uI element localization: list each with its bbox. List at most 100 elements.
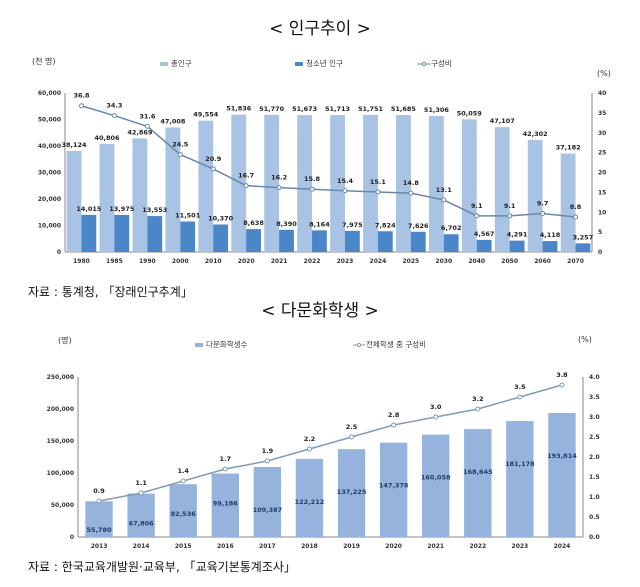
x-tick-label: 2017	[259, 543, 276, 550]
ratio-point	[349, 434, 355, 440]
y2-tick-label: 10	[598, 209, 606, 216]
x-tick-label: 2040	[468, 258, 485, 265]
x-tick-label: 2050	[501, 258, 518, 265]
y2-tick-label: 1.5	[589, 474, 600, 481]
data-label: 47,008	[160, 117, 186, 125]
data-label: 51,770	[259, 105, 285, 113]
bar-2-1	[211, 473, 239, 537]
x-tick-label: 1990	[139, 258, 156, 265]
bar-2-1	[295, 458, 324, 537]
data-label: 3,257	[573, 233, 594, 241]
bar-1-1	[396, 115, 411, 252]
x-tick-label: 2020	[238, 258, 255, 265]
x-tick-label: 2024	[370, 258, 387, 265]
ratio-point	[559, 382, 565, 388]
data-label: 82,536	[171, 510, 197, 518]
data-label: 193,814	[547, 452, 577, 460]
ratio-label: 36.8	[73, 92, 90, 100]
x-tick-label: 1985	[106, 258, 123, 265]
bar-1-2	[114, 214, 130, 252]
ratio-label: 34.3	[106, 102, 122, 110]
legend-marker	[421, 61, 427, 67]
data-label: 50,059	[457, 109, 483, 117]
bar-1-1	[527, 139, 543, 252]
bar-1-1	[330, 114, 345, 253]
data-label: 51,673	[292, 105, 317, 113]
ratio-label: 9.7	[537, 199, 549, 207]
bar-2-1	[464, 429, 492, 537]
data-label: 109,387	[253, 506, 283, 514]
ratio-point	[96, 498, 102, 504]
bar-1-2	[377, 231, 393, 252]
ratio-point	[433, 414, 439, 420]
data-label: 4,567	[474, 230, 495, 238]
data-label: 51,306	[424, 106, 450, 114]
data-label: 7,626	[408, 222, 429, 230]
data-label: 51,751	[358, 105, 384, 113]
ratio-point	[177, 152, 183, 158]
bar-1-2	[180, 221, 196, 252]
ratio-point	[144, 123, 150, 129]
bar-1-1	[560, 153, 576, 252]
y-tick-label: 50,000	[38, 117, 61, 124]
data-label: 8,390	[276, 220, 297, 228]
data-label: 14,015	[76, 205, 102, 213]
ratio-point	[111, 113, 117, 119]
x-tick-label: 2021	[427, 543, 444, 550]
x-tick-label: 2020	[385, 543, 402, 550]
bar-2-1	[169, 484, 197, 537]
legend-swatch	[160, 62, 168, 66]
legend-label: 청소년 인구	[306, 58, 343, 68]
data-label: 51,836	[226, 105, 252, 113]
ratio-point	[78, 103, 84, 109]
ratio-label: 2.5	[346, 423, 358, 431]
y-tick-label: 60,000	[38, 90, 61, 97]
data-label: 99,186	[213, 500, 239, 508]
y2-tick-label: 2.5	[589, 434, 600, 441]
ratio-point	[408, 190, 414, 196]
x-tick-label: 2025	[402, 258, 419, 265]
y2-tick-label: 4.0	[589, 374, 600, 381]
bar-1-2	[542, 241, 558, 252]
ratio-label: 3.5	[514, 383, 526, 391]
y-tick-label: 250,000	[47, 374, 74, 381]
x-tick-label: 2014	[133, 543, 150, 550]
ratio-label: 0.9	[93, 487, 105, 495]
chart1-source: 자료 : 통계청, 「장래인구추계」	[28, 285, 193, 299]
y2-tick-label: 20	[598, 170, 606, 177]
data-label: 13,975	[109, 205, 135, 213]
y-tick-label: 30,000	[38, 170, 61, 177]
data-label: 55,780	[86, 526, 112, 534]
ratio-label: 1.9	[262, 447, 274, 455]
y-tick-label: 200,000	[47, 406, 74, 413]
ratio-label: 14.8	[403, 179, 420, 187]
ratio-label: 15.4	[337, 177, 354, 185]
bar-2-1	[422, 434, 450, 537]
y-axis-label: (천 명)	[32, 56, 56, 66]
data-label: 8,164	[309, 220, 330, 228]
data-label: 6,702	[441, 224, 462, 232]
x-tick-label: 2023	[337, 258, 354, 265]
data-label: 49,554	[193, 111, 219, 119]
y2-tick-label: 40	[598, 90, 606, 97]
bar-2-1	[548, 412, 576, 537]
ratio-label: 8.8	[570, 203, 582, 211]
data-label: 37,182	[556, 143, 581, 151]
x-tick-label: 2013	[91, 543, 108, 550]
chart1-title: < 인구추이 >	[269, 19, 371, 39]
y2-tick-label: 0	[598, 249, 602, 256]
ratio-label: 9.1	[471, 202, 483, 210]
ratio-label: 3.8	[556, 371, 568, 379]
ratio-label: 2.2	[304, 435, 316, 443]
y2-axis-label: (%)	[597, 69, 611, 78]
x-tick-label: 2030	[435, 258, 452, 265]
data-label: 7,975	[342, 221, 363, 229]
ratio-point	[306, 446, 312, 452]
y2-tick-label: 25	[598, 150, 606, 157]
bar-1-1	[494, 127, 510, 252]
bar-1-1	[231, 114, 247, 252]
data-label: 122,212	[295, 498, 325, 506]
bar-1-2	[575, 243, 591, 252]
ratio-label: 1.4	[177, 467, 189, 475]
x-tick-label: 2010	[205, 258, 222, 265]
